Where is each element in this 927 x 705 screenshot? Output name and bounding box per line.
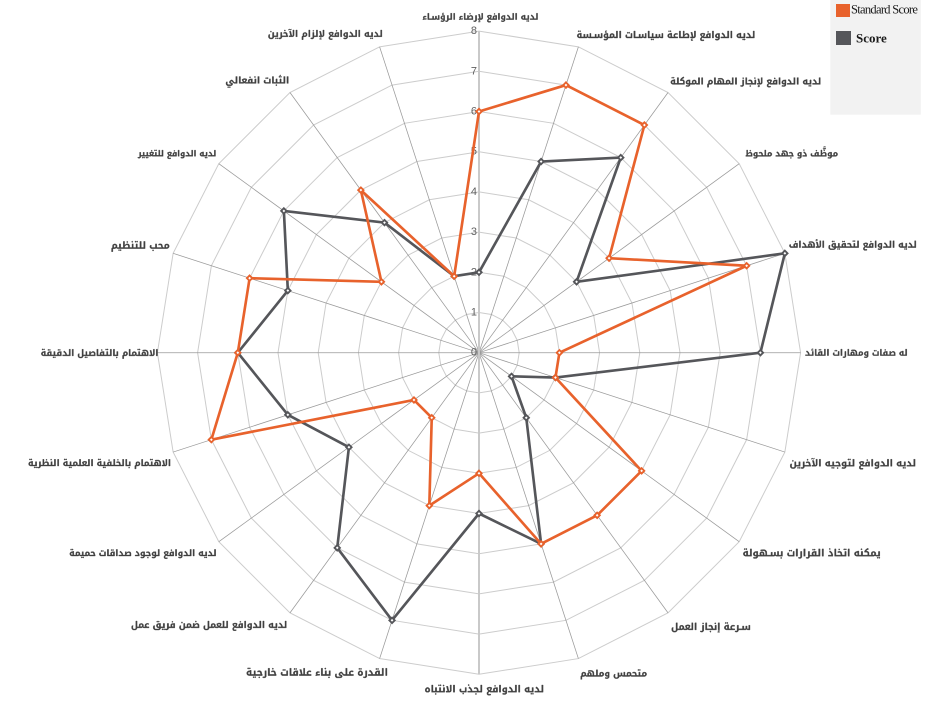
svg-text:1: 1 [471, 307, 477, 319]
svg-text:0: 0 [471, 347, 477, 359]
svg-text:7: 7 [471, 65, 477, 77]
svg-text:Score: Score [856, 31, 887, 46]
svg-text:8: 8 [471, 25, 477, 37]
svg-text:3: 3 [471, 226, 477, 238]
svg-text:Standard Score: Standard Score [851, 2, 918, 16]
svg-text:6: 6 [471, 106, 477, 118]
svg-text:4: 4 [471, 186, 477, 198]
